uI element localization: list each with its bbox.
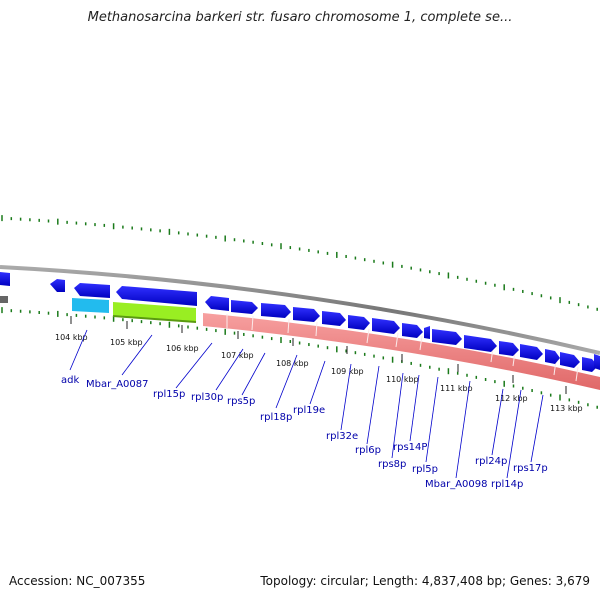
gene-arrow bbox=[545, 349, 560, 364]
gene-label-mbar-a0087[interactable]: Mbar_A0087 bbox=[86, 379, 149, 390]
gene-arrow bbox=[499, 341, 519, 356]
gene-arrow bbox=[231, 300, 258, 314]
gene-arrow bbox=[322, 311, 346, 326]
outer-tick-row bbox=[1, 215, 598, 311]
gene-label-adk[interactable]: adk bbox=[61, 375, 79, 386]
scale-label: 111 kbp bbox=[440, 384, 473, 393]
gene-arrow bbox=[372, 318, 400, 334]
gene-label-rpl5p[interactable]: rpl5p bbox=[412, 464, 438, 475]
gene-label-rps17p[interactable]: rps17p bbox=[513, 463, 548, 474]
gene-label-rpl24p[interactable]: rpl24p bbox=[475, 456, 507, 467]
gene-label-rpl14p[interactable]: rpl14p bbox=[491, 479, 523, 490]
operon-band bbox=[203, 313, 600, 390]
gene-arrow bbox=[520, 344, 543, 360]
gene-arrow bbox=[74, 283, 110, 298]
gene-label-rps14p[interactable]: rps14P bbox=[393, 442, 427, 453]
gene-label-rpl6p[interactable]: rpl6p bbox=[355, 445, 381, 456]
gene-label-mbar-a0098[interactable]: Mbar_A0098 bbox=[425, 479, 488, 490]
map-title: Methanosarcina barkeri str. fusaro chrom… bbox=[87, 10, 513, 25]
accession-text: Accession: NC_007355 bbox=[9, 574, 146, 588]
gene-label-rpl32e[interactable]: rpl32e bbox=[326, 431, 358, 442]
scale-label: 106 kbp bbox=[166, 344, 199, 353]
topology-summary: Topology: circular; Length: 4,837,408 bp… bbox=[260, 574, 590, 588]
gene-arrow bbox=[348, 315, 370, 330]
scale-label: 105 kbp bbox=[110, 338, 143, 347]
gene-arrow bbox=[424, 326, 430, 339]
green-feature-edge bbox=[112, 315, 197, 323]
gene-arrow bbox=[293, 307, 320, 322]
gene-arrow bbox=[402, 323, 423, 338]
scale-label: 108 kbp bbox=[276, 359, 309, 368]
gene-arrow bbox=[582, 357, 598, 372]
gene-labels: adk Mbar_A0087 rpl15p rpl30p rps5p rpl18… bbox=[61, 375, 548, 490]
gene-arrow bbox=[594, 354, 600, 370]
gene-label-rpl15p[interactable]: rpl15p bbox=[153, 389, 185, 400]
scale-label: 112 kbp bbox=[495, 394, 528, 403]
gene-label-rpl18p[interactable]: rpl18p bbox=[260, 412, 292, 423]
gene-arrow bbox=[261, 303, 291, 318]
scale-label: 113 kbp bbox=[550, 404, 583, 413]
backbone-left-stub bbox=[0, 296, 8, 303]
gene-label-rps8p[interactable]: rps8p bbox=[378, 459, 406, 470]
gene-label-rpl30p[interactable]: rpl30p bbox=[191, 392, 223, 403]
gene-arrow bbox=[50, 279, 65, 292]
gene-arrow bbox=[116, 286, 197, 306]
scale-label: 107 kbp bbox=[221, 351, 254, 360]
scale-ticks bbox=[70, 316, 567, 394]
gene-arrow bbox=[432, 329, 462, 345]
cyan-feature bbox=[72, 298, 109, 313]
label-leaders bbox=[69, 329, 544, 479]
gene-arrow bbox=[464, 335, 497, 352]
gene-arrow bbox=[560, 352, 580, 368]
gene-arrow bbox=[205, 296, 229, 311]
chromosome-backbone bbox=[0, 265, 600, 355]
inner-tick-row bbox=[1, 307, 598, 409]
operon-band-dividers bbox=[226, 314, 579, 382]
gene-arrow bbox=[0, 272, 10, 286]
gene-label-rps5p[interactable]: rps5p bbox=[227, 396, 255, 407]
gene-arrows bbox=[0, 272, 600, 372]
scale-label: 104 kbp bbox=[55, 333, 88, 342]
scale-label: 109 kbp bbox=[331, 367, 364, 376]
gene-label-rpl19e[interactable]: rpl19e bbox=[293, 405, 325, 416]
